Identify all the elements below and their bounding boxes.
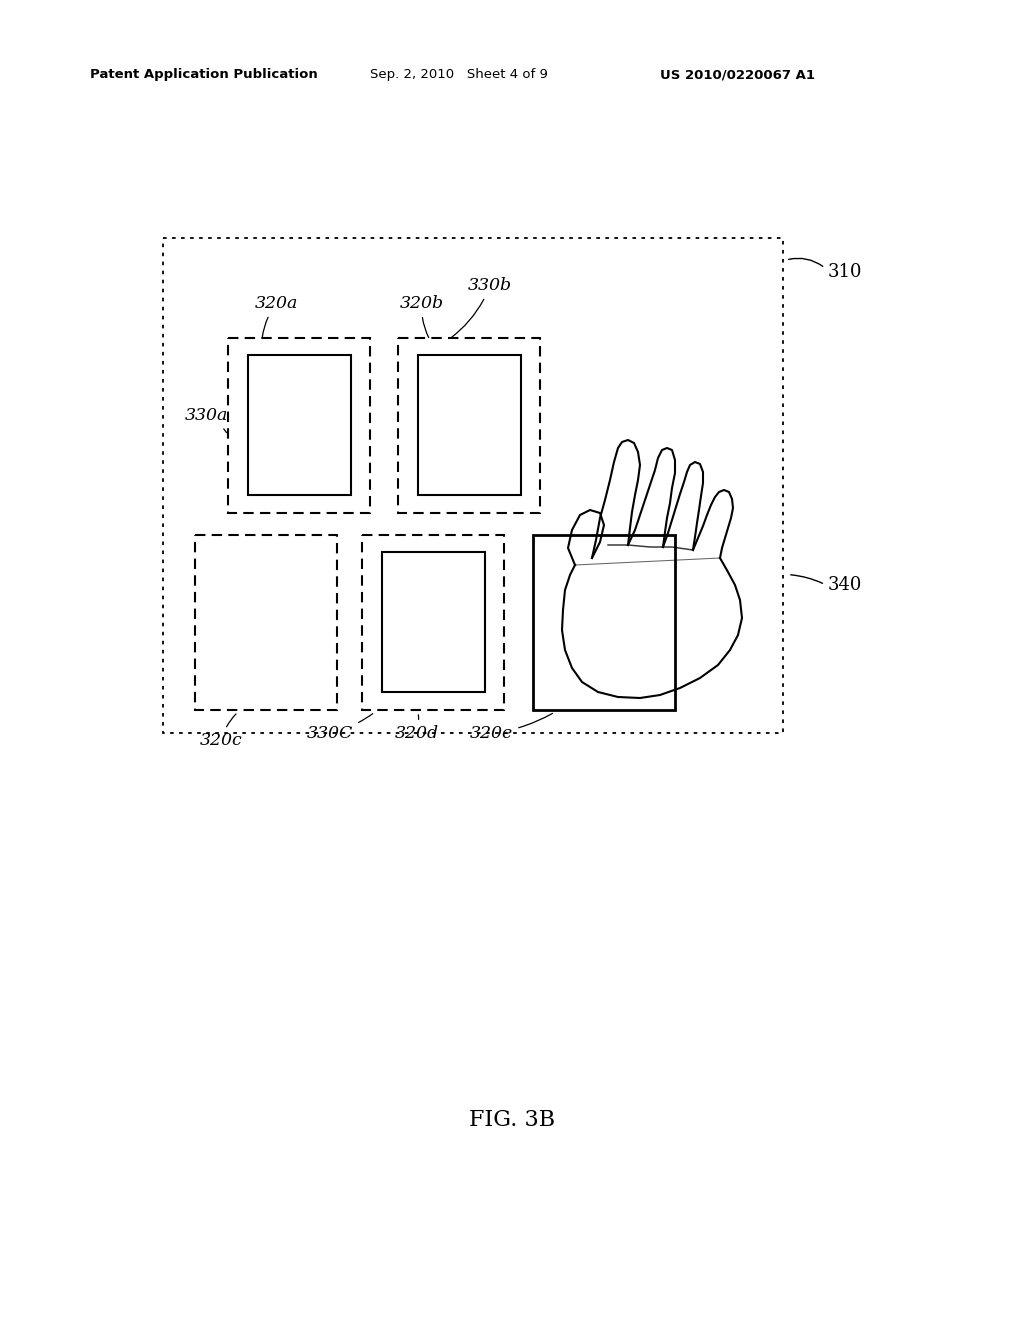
Text: 340: 340 — [828, 576, 862, 594]
Text: 320a: 320a — [255, 294, 298, 337]
Bar — [534, 535, 675, 710]
Text: FIG. 3B: FIG. 3B — [469, 1109, 555, 1131]
Bar — [163, 238, 783, 733]
Text: 330b: 330b — [451, 277, 512, 338]
Bar — [248, 355, 351, 495]
Text: 330C: 330C — [307, 714, 373, 742]
Text: 320d: 320d — [395, 714, 439, 742]
Text: 310: 310 — [828, 263, 862, 281]
Text: 320b: 320b — [400, 294, 444, 338]
Text: 320c: 320c — [200, 714, 243, 748]
Text: Sep. 2, 2010   Sheet 4 of 9: Sep. 2, 2010 Sheet 4 of 9 — [370, 69, 548, 81]
Text: 330a: 330a — [185, 407, 228, 433]
Bar — [418, 355, 521, 495]
Text: US 2010/0220067 A1: US 2010/0220067 A1 — [660, 69, 815, 81]
Text: 320e: 320e — [470, 713, 553, 742]
Text: Patent Application Publication: Patent Application Publication — [90, 69, 317, 81]
Bar — [382, 552, 485, 692]
